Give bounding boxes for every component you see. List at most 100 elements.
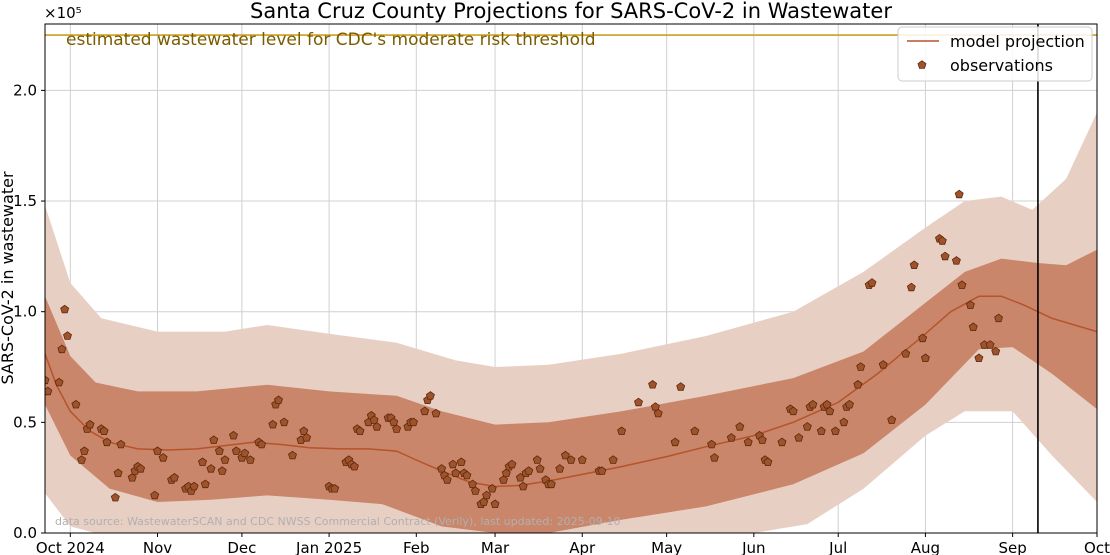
observation-point — [507, 459, 517, 469]
observation-point — [518, 481, 528, 491]
observation-point — [369, 415, 379, 424]
observation-point — [245, 455, 255, 464]
observation-point — [710, 453, 719, 462]
y-axis-label: SARS-CoV-2 in wastewater — [0, 171, 17, 384]
observation-point — [302, 433, 312, 442]
observation-point — [974, 353, 984, 363]
observation-point — [425, 391, 435, 400]
observation-point — [420, 406, 430, 416]
observation-point — [229, 430, 238, 440]
observation-point — [169, 473, 179, 482]
inner-interval-band — [45, 249, 1097, 533]
observation-point — [608, 455, 618, 464]
observation-point — [991, 346, 1001, 356]
observation-point — [189, 481, 199, 491]
observation-point — [372, 422, 382, 431]
observation-point — [77, 455, 87, 464]
observation-point — [546, 479, 556, 489]
observation-point — [299, 426, 309, 436]
observation-point — [878, 360, 888, 369]
observation-point — [965, 300, 975, 309]
observation-point — [830, 426, 840, 436]
observation-point — [937, 236, 947, 245]
observation-point — [816, 426, 826, 436]
legend: model projection observations — [897, 26, 1093, 82]
y-tick-label: 2.0 — [13, 81, 37, 99]
observation-point — [206, 464, 216, 473]
observation-point — [240, 448, 250, 458]
observation-point — [330, 484, 340, 493]
observation-point — [349, 461, 359, 471]
legend-marker-swatch — [917, 60, 927, 69]
x-tick-label: Nov — [143, 539, 172, 555]
observation-point — [951, 256, 961, 265]
observation-point — [901, 349, 911, 358]
observation-point — [479, 497, 489, 506]
data-source-note: data source: WastewaterSCAN and CDC NWSS… — [55, 515, 621, 528]
observation-point — [501, 468, 511, 478]
chart-title: Santa Cruz County Projections for SARS-C… — [250, 0, 892, 23]
observation-point — [499, 475, 508, 484]
observation-point — [231, 446, 241, 455]
observation-point — [597, 466, 607, 475]
observation-point — [940, 251, 950, 261]
observation-point — [794, 433, 804, 442]
observation-point — [968, 322, 978, 332]
plot-frame — [44, 23, 1098, 534]
observation-point — [136, 464, 146, 473]
observation-point — [845, 399, 854, 409]
observation-point — [757, 435, 767, 444]
observation-point — [71, 399, 81, 409]
observation-point — [437, 464, 447, 473]
observation-point — [763, 457, 773, 467]
observation-point — [532, 455, 542, 464]
observation-point — [653, 408, 663, 418]
observation-point — [918, 333, 928, 343]
observation-markers — [45, 189, 1003, 509]
observation-point — [468, 479, 477, 489]
observation-point — [985, 340, 995, 349]
observation-point — [79, 446, 89, 455]
legend-box — [897, 26, 1093, 82]
observation-point — [442, 475, 452, 484]
x-tick-label: Sep — [998, 539, 1026, 555]
observation-point — [560, 450, 570, 460]
observation-point — [116, 439, 126, 449]
observation-point — [45, 386, 53, 396]
observation-point — [555, 464, 565, 473]
observation-point — [920, 353, 930, 363]
observation-point — [217, 466, 227, 475]
x-tick-label: Apr — [569, 539, 596, 555]
observation-point — [856, 362, 866, 371]
threshold-label: estimated wastewater level for CDC's mod… — [66, 30, 596, 50]
observation-point — [451, 468, 461, 478]
model-projection-line — [45, 295, 1097, 488]
observation-point — [777, 437, 787, 447]
observation-point — [470, 486, 480, 495]
observation-point — [887, 415, 897, 424]
observation-point — [200, 479, 210, 489]
y-exponent-label: ×10⁵ — [44, 4, 82, 22]
observation-point — [487, 484, 497, 493]
observation-point — [802, 422, 812, 431]
observation-point — [690, 426, 700, 436]
y-tick-label: 1.5 — [13, 192, 37, 210]
observation-point — [788, 406, 798, 416]
observation-point — [650, 402, 660, 411]
observation-point — [214, 446, 224, 455]
observation-point — [257, 439, 267, 449]
observation-point — [409, 417, 418, 427]
x-tick-label: Jun — [741, 539, 765, 555]
observation-point — [99, 426, 109, 436]
x-tick-label: Oct 2024 — [36, 539, 105, 555]
x-tick-label: Jul — [828, 539, 847, 555]
observation-point — [57, 344, 67, 354]
x-tick-label: Mar — [481, 539, 510, 555]
observation-point — [274, 395, 283, 405]
observation-point — [60, 304, 70, 314]
x-tick-label: Aug — [911, 539, 940, 555]
observation-point — [150, 490, 160, 500]
observation-point — [127, 473, 137, 482]
observation-point — [909, 260, 919, 270]
observation-point — [994, 313, 1003, 323]
